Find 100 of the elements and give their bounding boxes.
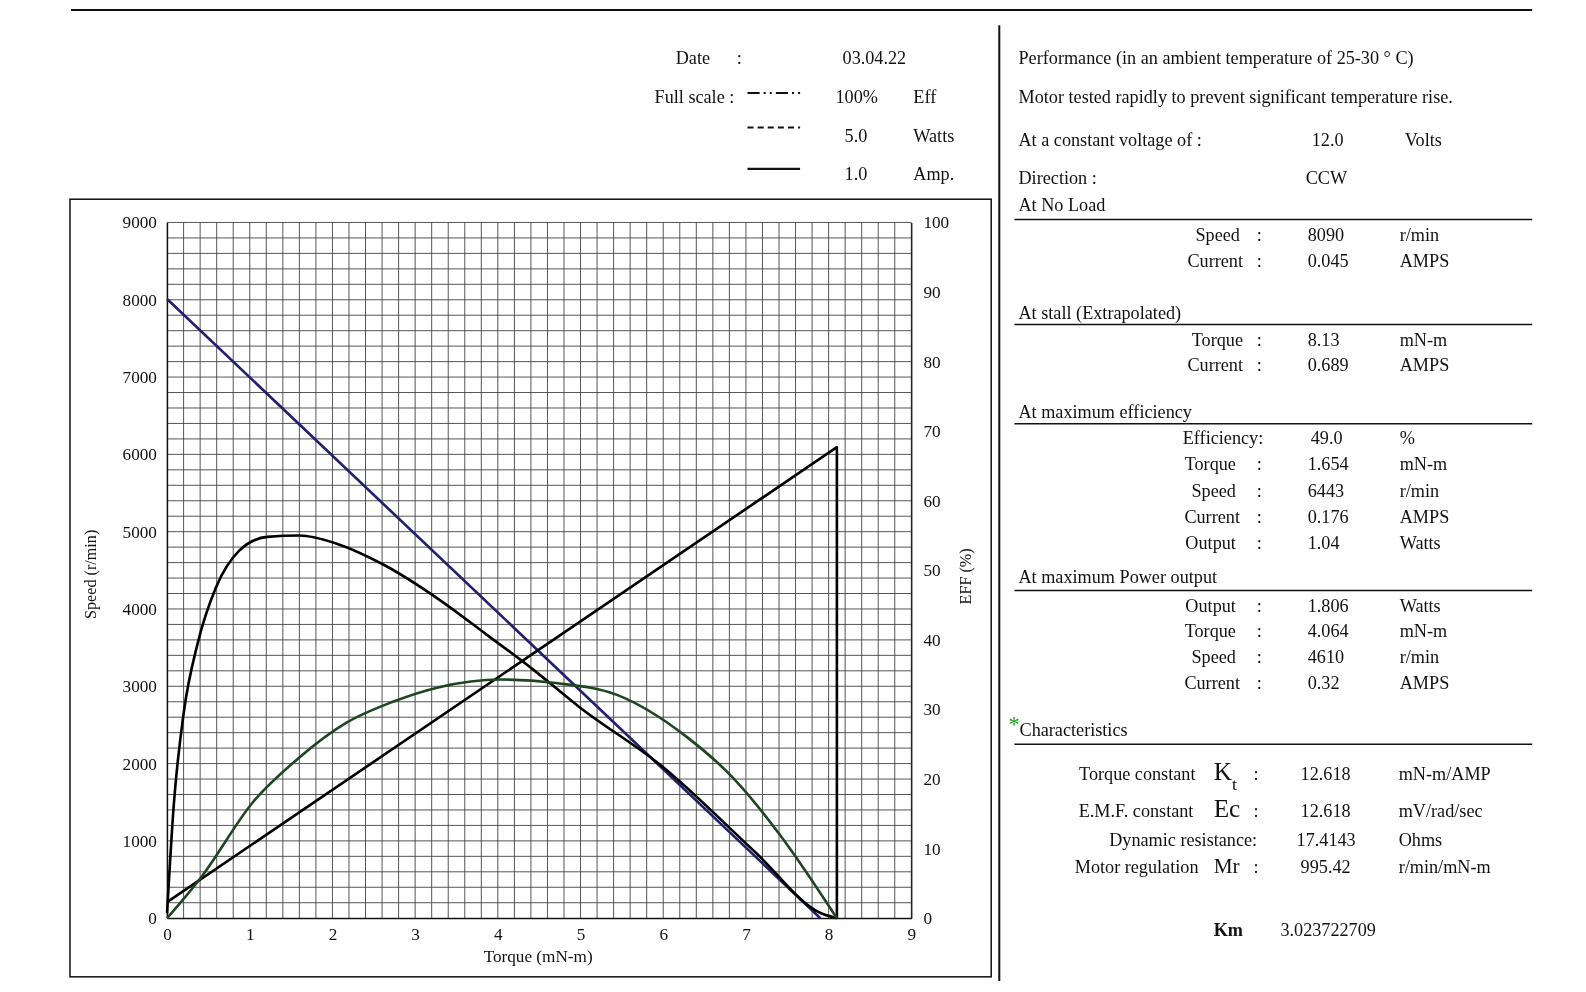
text: Full scale : [654, 87, 735, 108]
text: AMPS [1399, 672, 1450, 693]
x-tick-label: 5 [576, 925, 586, 945]
text: At maximum efficiency [1018, 401, 1193, 422]
y2-tick-label: 40 [923, 630, 941, 650]
text: r/min [1399, 480, 1440, 501]
text: Torque constant [1079, 763, 1196, 784]
text: Amp. [913, 164, 955, 184]
text: 3.023722709 [1280, 920, 1376, 941]
y2-tick-label: 100 [923, 213, 950, 233]
text: 1.806 [1307, 595, 1349, 616]
text: Current [1187, 250, 1243, 271]
text: Current [1187, 355, 1243, 376]
text: : [1256, 672, 1262, 693]
text: Characteristics [1019, 720, 1128, 741]
text: : [1256, 250, 1262, 271]
y2-tick-label: 80 [923, 352, 941, 372]
y2-tick-label: 20 [923, 770, 941, 790]
y2-tick-label: 10 [923, 839, 941, 859]
text: Torque [1184, 454, 1236, 475]
text: mN-m [1399, 329, 1448, 350]
y-tick-label: 5000 [122, 522, 157, 542]
text: Dynamic resistance: [1109, 830, 1258, 851]
text: 12.618 [1300, 801, 1351, 822]
text: : [736, 47, 742, 68]
text: Speed [1191, 480, 1236, 501]
text: Date [675, 47, 711, 68]
text: AMPS [1399, 355, 1450, 376]
text: : [1256, 595, 1262, 616]
text: * [1008, 712, 1020, 738]
y2-tick-label: 70 [923, 422, 941, 442]
x-tick-label: 9 [907, 925, 917, 945]
x-tick-label: 6 [659, 925, 669, 945]
text: r/min [1399, 647, 1440, 668]
text: mN-m/AMP [1398, 763, 1491, 784]
text: Speed [1191, 647, 1236, 668]
y-tick-label: 8000 [122, 290, 157, 310]
text: At No Load [1018, 195, 1106, 216]
text: : [1253, 801, 1259, 822]
text: % [1399, 427, 1415, 448]
text: mN-m [1399, 621, 1448, 642]
y2-tick-label: 30 [923, 700, 941, 720]
text: Output [1185, 595, 1236, 616]
text: Torque [1184, 621, 1236, 642]
text: At stall (Extrapolated) [1018, 302, 1182, 324]
x-tick-label: 0 [163, 925, 172, 945]
text: 1.04 [1307, 533, 1340, 554]
text: Volts [1404, 129, 1442, 150]
text: : [1256, 329, 1262, 350]
text: Output [1185, 533, 1236, 554]
text: 17.4143 [1296, 830, 1356, 851]
text: Watts [913, 125, 955, 146]
text: : [1253, 856, 1259, 877]
text: Eff [913, 87, 938, 108]
y-tick-label: 6000 [122, 445, 157, 465]
text: Ec [1213, 794, 1241, 823]
text: mV/rad/sec [1398, 801, 1483, 822]
text: AMPS [1399, 506, 1450, 527]
text: At maximum Power output [1018, 567, 1218, 588]
text: AMPS [1399, 250, 1450, 271]
y2-tick-label: 90 [923, 283, 941, 303]
y-tick-label: 0 [148, 909, 157, 929]
text: 0.32 [1307, 672, 1340, 693]
text: 5.0 [844, 125, 868, 146]
text: : [1256, 506, 1262, 527]
text: r/min [1399, 224, 1440, 245]
text: Ohms [1398, 830, 1443, 851]
text: 1.0 [844, 164, 868, 184]
text: K$_{t}$ [1213, 756, 1237, 794]
text: : [1253, 763, 1259, 784]
text: 0.176 [1307, 506, 1349, 527]
y-tick-label: 4000 [122, 599, 157, 619]
text: Km [1213, 920, 1243, 941]
text: 03.04.22 [842, 47, 907, 68]
text: Torque [1191, 329, 1243, 350]
text: mN-m [1399, 454, 1448, 475]
x-tick-label: 1 [245, 925, 255, 945]
text: Speed [1195, 224, 1240, 245]
y-tick-label: 1000 [122, 831, 157, 851]
text: 4610 [1307, 647, 1345, 668]
text: Motor regulation [1074, 856, 1199, 877]
text: 49.0 [1310, 427, 1343, 448]
text: 100% [835, 87, 878, 108]
text: : [1256, 533, 1262, 554]
x-tick-label: 8 [824, 925, 834, 945]
y2-axis-title: EFF (%) [956, 548, 975, 605]
x-tick-label: 3 [411, 925, 420, 945]
y-tick-label: 2000 [122, 754, 157, 774]
text: 0.689 [1307, 355, 1349, 376]
x-axis-title: Torque (mN-m) [483, 946, 593, 966]
text: 8090 [1307, 224, 1345, 245]
text: 12.0 [1311, 129, 1344, 150]
text: 995.42 [1300, 856, 1351, 877]
x-tick-label: 2 [328, 925, 338, 945]
y2-tick-label: 50 [923, 561, 941, 581]
text: Current [1184, 672, 1240, 693]
text: Efficiency: [1182, 427, 1264, 448]
text: : [1256, 647, 1262, 668]
y2-tick-label: 60 [923, 491, 941, 511]
text: : [1256, 454, 1262, 475]
